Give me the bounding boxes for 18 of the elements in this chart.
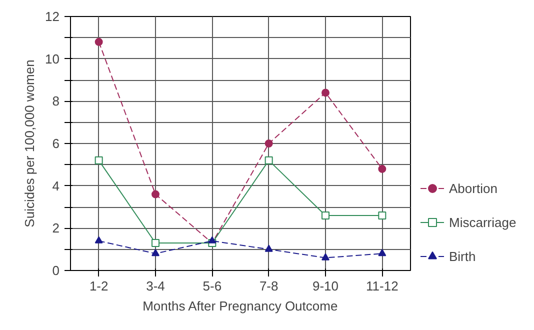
- y-tick-label: 10: [45, 51, 60, 66]
- x-axis-title: Months After Pregnancy Outcome: [142, 298, 338, 314]
- y-tick-label: 6: [52, 136, 60, 151]
- y-tick-label: 12: [45, 9, 60, 24]
- x-tick-label: 9-10: [312, 278, 339, 294]
- legend-label: Birth: [449, 248, 476, 264]
- y-tick-label: 2: [52, 220, 60, 236]
- x-tick-label: 1-2: [89, 278, 108, 294]
- x-tick-label: 7-8: [259, 278, 278, 294]
- y-tick-label: 4: [52, 178, 60, 194]
- y-axis-title: Suicides per 100,000 women: [22, 60, 38, 228]
- legend-label: Miscarriage: [449, 214, 516, 230]
- x-tick-label: 3-4: [146, 278, 165, 294]
- y-tick-label: 0: [52, 263, 60, 278]
- legend-label: Abortion: [449, 180, 498, 196]
- x-tick-label: 5-6: [202, 278, 222, 294]
- x-tick-label: 11-12: [366, 278, 398, 294]
- y-tick-label: 8: [52, 94, 60, 109]
